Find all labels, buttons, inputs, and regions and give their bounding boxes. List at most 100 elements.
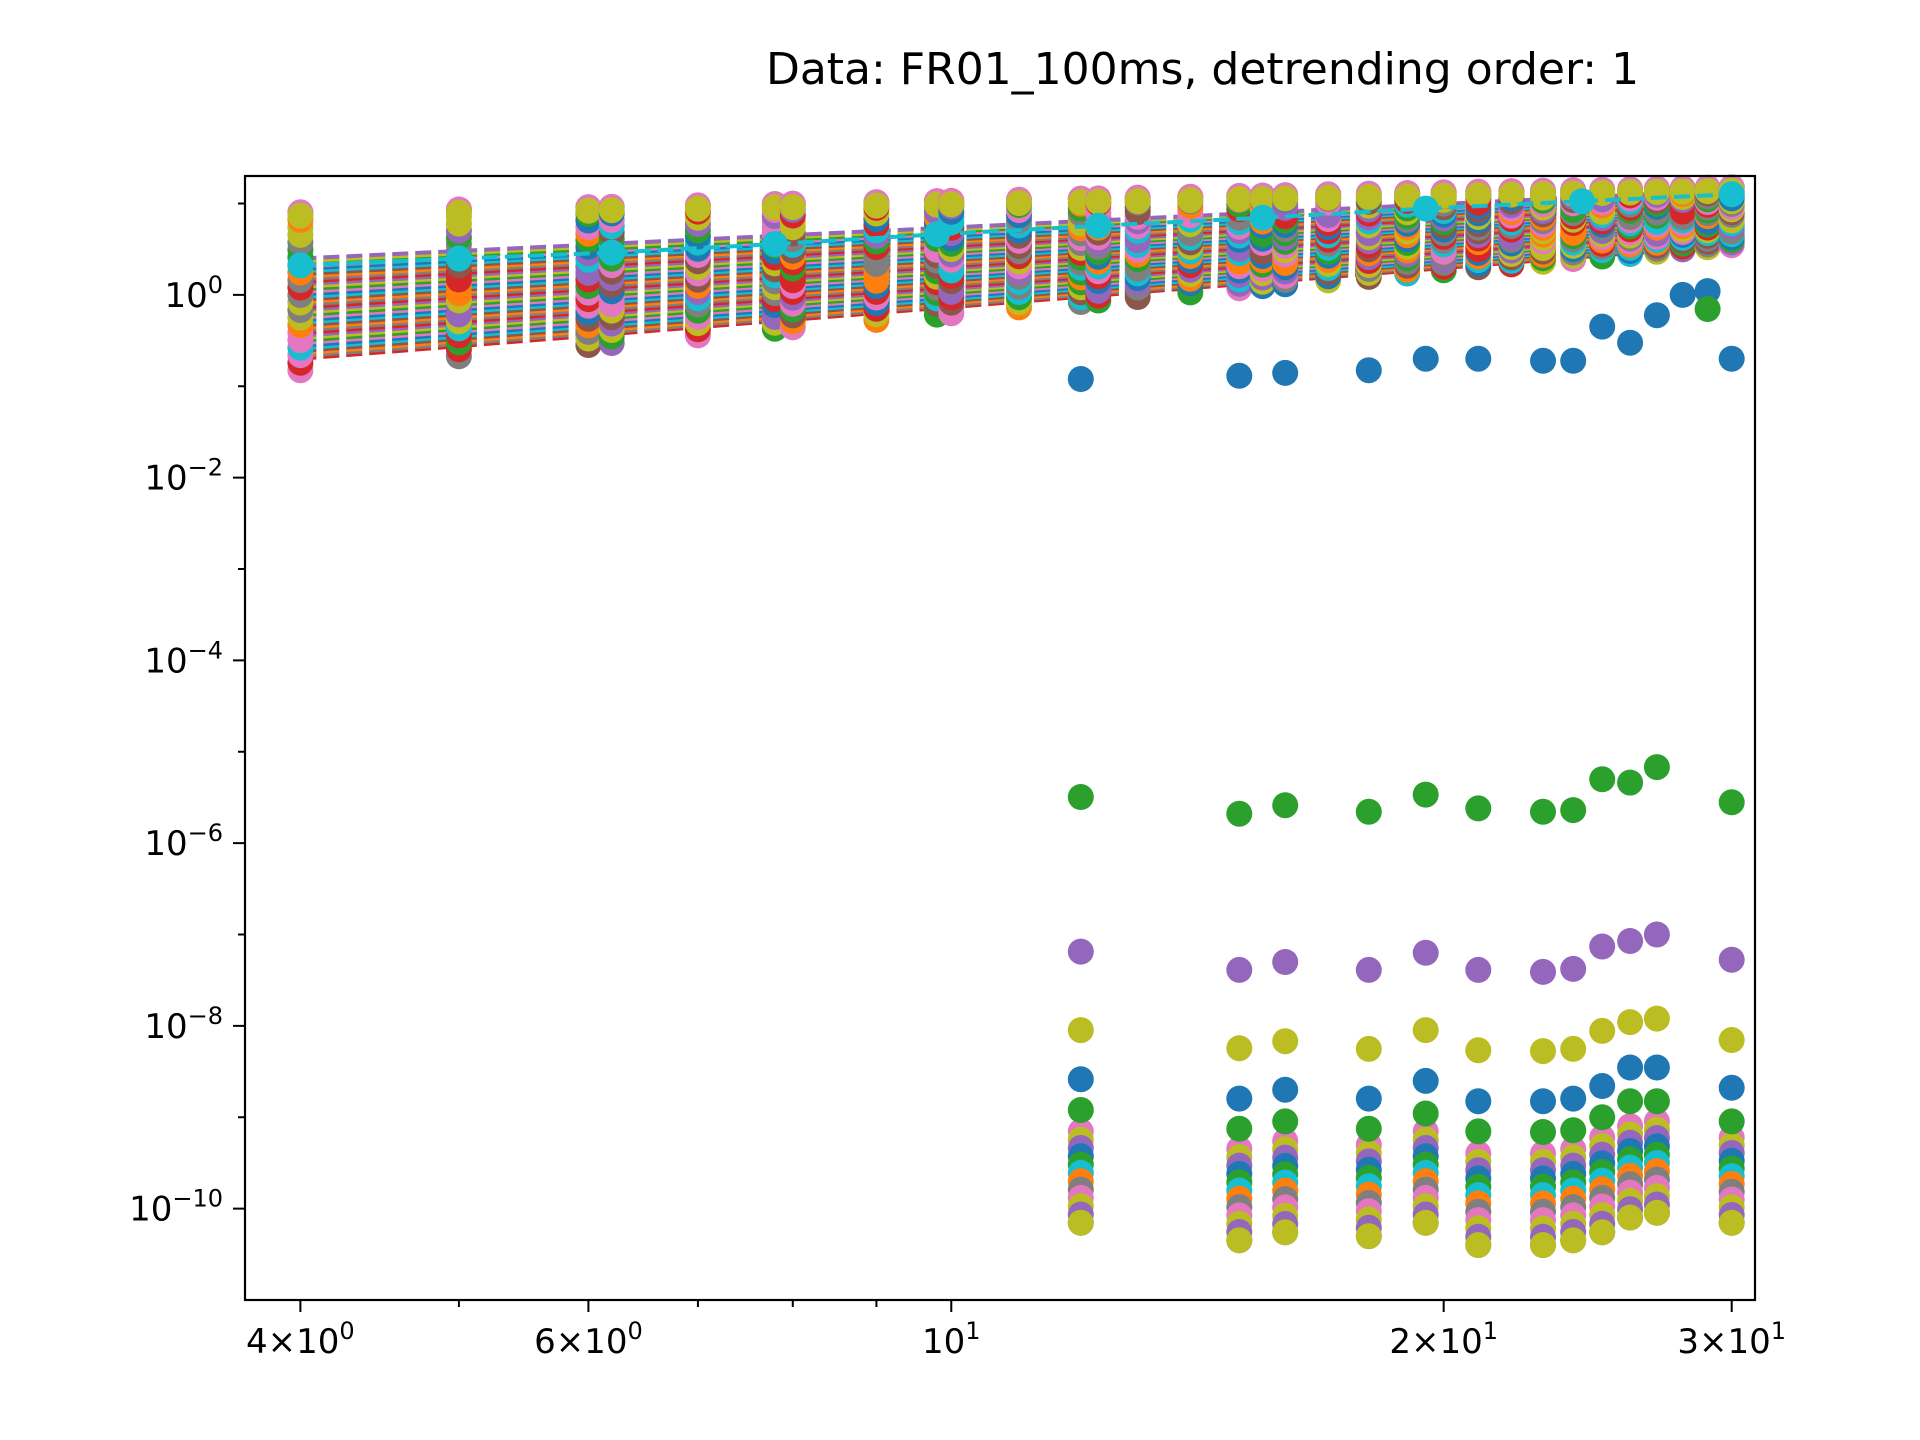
series-point bbox=[1355, 798, 1382, 825]
data-point bbox=[1643, 1199, 1670, 1226]
data-point bbox=[1430, 182, 1457, 209]
series-point bbox=[1589, 1017, 1616, 1044]
highlight-fit-line bbox=[774, 232, 938, 247]
series-point bbox=[1412, 1017, 1439, 1044]
highlight-fit-line bbox=[1262, 206, 1426, 220]
data-point bbox=[1177, 187, 1204, 214]
highlight-fit-line bbox=[936, 223, 1099, 237]
data-point bbox=[1718, 1209, 1745, 1236]
highlight-fit-line bbox=[458, 250, 612, 261]
series-point bbox=[1589, 313, 1616, 340]
series-point bbox=[1355, 1085, 1382, 1112]
y-tick-label: 10−6 bbox=[144, 819, 223, 864]
data-point bbox=[1067, 1209, 1094, 1236]
highlight-point bbox=[1085, 212, 1112, 239]
highlight-point bbox=[761, 231, 788, 257]
data-point bbox=[1085, 188, 1112, 215]
series-point bbox=[1412, 939, 1439, 966]
series-point bbox=[1272, 1076, 1299, 1103]
series-point bbox=[1617, 1054, 1644, 1081]
series-point bbox=[1530, 1119, 1556, 1145]
data-point bbox=[1617, 1204, 1644, 1231]
series-point bbox=[1465, 1088, 1492, 1115]
series-point bbox=[1412, 1100, 1439, 1127]
x-tick-label: 6×100 bbox=[534, 1317, 643, 1362]
series-point bbox=[1643, 754, 1670, 781]
highlight-point bbox=[287, 252, 314, 279]
highlight-fit-line bbox=[300, 256, 459, 268]
series-point bbox=[1465, 956, 1492, 983]
y-tick-label: 10−4 bbox=[144, 636, 223, 681]
series-point bbox=[1560, 347, 1587, 374]
series-point bbox=[1226, 956, 1253, 983]
series-point bbox=[1643, 1054, 1670, 1081]
series-point bbox=[1067, 938, 1094, 965]
data-point bbox=[287, 202, 314, 229]
axes: 4×100 6×100 101 2×101 3×101 100 10−2 10−4 10−6 10… bbox=[129, 202, 1786, 1362]
series-point bbox=[1589, 1073, 1616, 1099]
series-point bbox=[1530, 958, 1556, 985]
data-point bbox=[1272, 1219, 1299, 1246]
series-point bbox=[1643, 1088, 1670, 1115]
series-point bbox=[1272, 949, 1299, 975]
x-tick-label: 2×101 bbox=[1389, 1317, 1498, 1362]
series-point bbox=[1560, 1035, 1587, 1062]
data-point bbox=[1530, 181, 1556, 207]
data-point bbox=[1412, 1209, 1439, 1236]
series-point bbox=[1617, 329, 1644, 356]
series-point bbox=[1530, 347, 1556, 374]
series-point bbox=[1355, 956, 1382, 983]
series-point bbox=[1067, 784, 1094, 810]
highlight-point bbox=[1569, 188, 1595, 215]
y-tick-label: 100 bbox=[164, 271, 223, 316]
y-tick-label: 10−8 bbox=[144, 1002, 223, 1047]
series-point bbox=[1465, 1037, 1492, 1064]
series-point bbox=[1643, 302, 1670, 329]
data-point bbox=[938, 191, 965, 218]
series-point bbox=[1589, 766, 1616, 793]
highlight-point bbox=[1412, 195, 1439, 222]
series-point bbox=[1694, 278, 1721, 305]
series-point bbox=[1067, 1097, 1094, 1123]
series-point bbox=[1643, 921, 1670, 948]
series-point bbox=[1272, 792, 1299, 819]
series-point bbox=[1718, 1074, 1745, 1101]
data-point bbox=[684, 195, 711, 222]
highlight-fit-line bbox=[1425, 199, 1583, 211]
series-point bbox=[1412, 781, 1439, 808]
data-point bbox=[863, 192, 890, 219]
data-point bbox=[1226, 186, 1253, 213]
series-point bbox=[1272, 1108, 1299, 1135]
series-point bbox=[1617, 1009, 1644, 1036]
highlight-point bbox=[598, 239, 625, 266]
data-point bbox=[1617, 179, 1644, 206]
series-point bbox=[1560, 955, 1587, 982]
series-point bbox=[1355, 1035, 1382, 1062]
series-point bbox=[1530, 1088, 1556, 1115]
y-tick-label: 10−10 bbox=[129, 1185, 223, 1230]
data-point bbox=[1465, 1232, 1492, 1258]
x-tick-label: 101 bbox=[922, 1317, 981, 1362]
series-point bbox=[1718, 789, 1745, 816]
series-point bbox=[1272, 1028, 1299, 1055]
data-point bbox=[1249, 185, 1276, 212]
data-point bbox=[598, 197, 625, 224]
series-point bbox=[1067, 1017, 1094, 1044]
series-point bbox=[1530, 798, 1556, 825]
x-tick-label: 3×101 bbox=[1677, 1317, 1786, 1362]
data-point bbox=[1355, 1223, 1382, 1250]
data-point bbox=[1498, 181, 1525, 208]
data-point bbox=[1226, 1227, 1253, 1254]
series-point bbox=[1617, 928, 1644, 954]
series-point bbox=[1412, 345, 1439, 372]
plot-marks bbox=[287, 174, 1745, 1258]
data-point bbox=[1560, 1227, 1587, 1254]
x-tick-label: 4×100 bbox=[246, 1317, 355, 1362]
series-point bbox=[1718, 946, 1745, 973]
series-point bbox=[1669, 281, 1696, 308]
series-point bbox=[1589, 1104, 1616, 1131]
series-point bbox=[1694, 296, 1721, 322]
series-point bbox=[1560, 1085, 1587, 1112]
series-point bbox=[1530, 1038, 1556, 1065]
